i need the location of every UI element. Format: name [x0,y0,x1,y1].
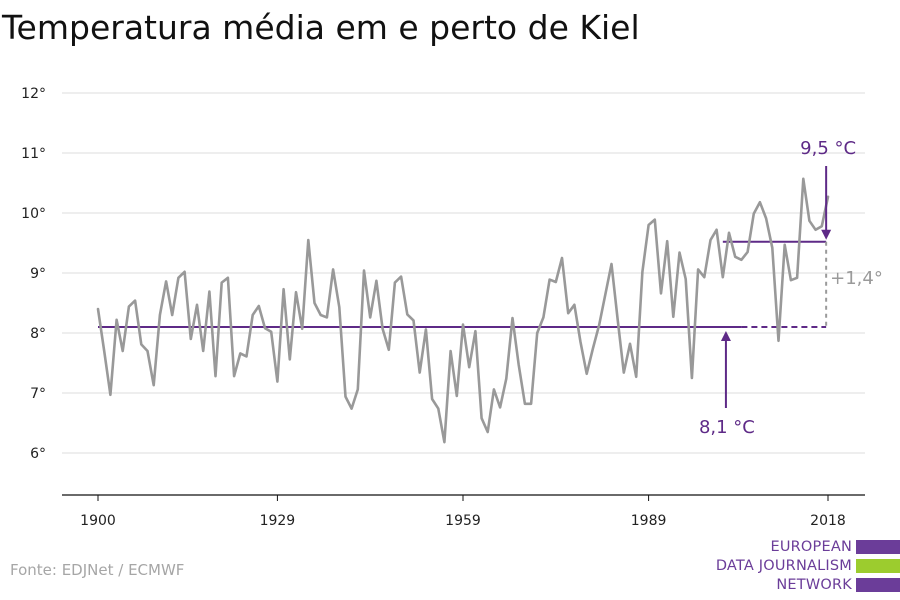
chart-title: Temperatura média em e perto de Kiel [2,8,640,47]
difference-label: +1,4° [830,268,883,289]
annotations: 9,5 °C 8,1 °C +1,4° [699,138,883,438]
logo-line-network: NETWORK [776,577,852,593]
y-tick-label-12: 12° [21,86,46,102]
recent-mean-label: 9,5 °C [800,138,856,159]
edjnet-logo: EUROPEAN DATA JOURNALISM NETWORK [700,538,900,596]
logo-bar-middle [856,559,900,573]
logo-line-european: EUROPEAN [770,539,852,555]
y-tick-label-7: 7° [30,386,46,402]
x-tick-label-1989: 1989 [631,513,667,529]
y-tick-label-6: 6° [30,446,46,462]
source-note: Fonte: EDJNet / ECMWF [10,561,185,579]
baseline-mean-label: 8,1 °C [699,417,755,438]
temperature-series-line [96,177,830,444]
x-tick-label-1900: 1900 [80,513,116,529]
y-tick-label-11: 11° [21,146,46,162]
baseline-arrowhead [720,331,731,341]
x-tick-label-1959: 1959 [445,513,481,529]
logo-line-data-journalism: DATA JOURNALISM [715,558,852,574]
series-lines [96,177,830,444]
y-tick-label-8: 8° [30,326,46,342]
y-tick-label-10: 10° [21,206,46,222]
logo-bar-bottom [856,578,900,592]
logo-bar-top [856,540,900,554]
recent-mean-arrowhead [821,229,832,240]
x-axis: 1900 1929 1959 1989 2018 [62,494,865,529]
y-axis-ticks: 6° 7° 8° 9° 10° 11° 12° [21,86,46,462]
x-tick-label-2018: 2018 [810,513,846,529]
y-tick-label-9: 9° [30,266,46,282]
x-tick-label-1929: 1929 [260,513,296,529]
